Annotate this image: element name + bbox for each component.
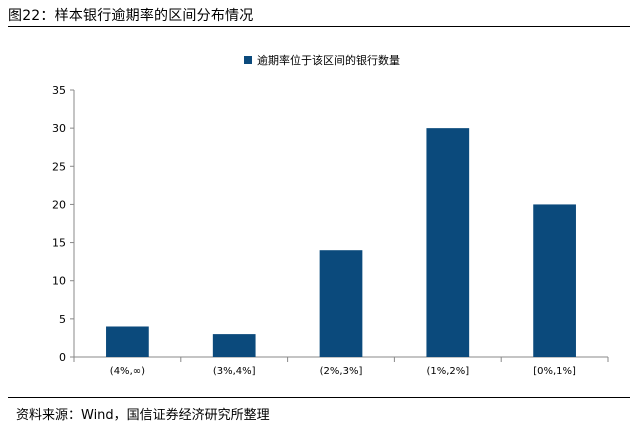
x-tick-label: [0%,1%] xyxy=(533,366,576,377)
legend-swatch xyxy=(244,56,252,64)
bar xyxy=(426,128,470,357)
bar xyxy=(533,204,576,357)
y-tick-label: 5 xyxy=(59,313,66,326)
x-axis: (4%,∞) (3%,4%] (2%,3%] (1%,2%] [0%,1%] xyxy=(73,356,609,377)
legend: 逾期率位于该区间的银行数量 xyxy=(244,53,400,67)
y-tick-label: 25 xyxy=(52,160,66,173)
legend-label: 逾期率位于该区间的银行数量 xyxy=(257,53,400,67)
bars xyxy=(106,128,576,357)
source-note: 资料来源：Wind，国信证券经济研究所整理 xyxy=(16,408,270,423)
top-rule xyxy=(8,26,630,27)
x-tick-label: (2%,3%] xyxy=(320,366,363,377)
y-tick-label: 10 xyxy=(52,275,66,288)
x-tick-label: (1%,2%] xyxy=(426,366,469,377)
y-tick-label: 0 xyxy=(59,351,66,364)
y-tick-label: 20 xyxy=(52,198,66,211)
bar xyxy=(106,326,149,357)
y-tick-label: 35 xyxy=(52,84,66,97)
bar-chart: 逾期率位于该区间的银行数量 0 5 10 15 20 25 30 35 (4%,∞) (3%,4… xyxy=(52,53,609,377)
bar xyxy=(319,250,363,357)
x-tick-label: (3%,4%] xyxy=(213,366,256,377)
x-tick-label: (4%,∞) xyxy=(110,366,145,377)
figure-title: 图22：样本银行逾期率的区间分布情况 xyxy=(8,8,254,24)
bar xyxy=(212,334,256,357)
y-tick-label: 30 xyxy=(52,122,66,135)
bottom-rule xyxy=(8,397,630,398)
y-axis: 0 5 10 15 20 25 30 35 xyxy=(52,84,75,364)
y-tick-label: 15 xyxy=(52,237,66,250)
